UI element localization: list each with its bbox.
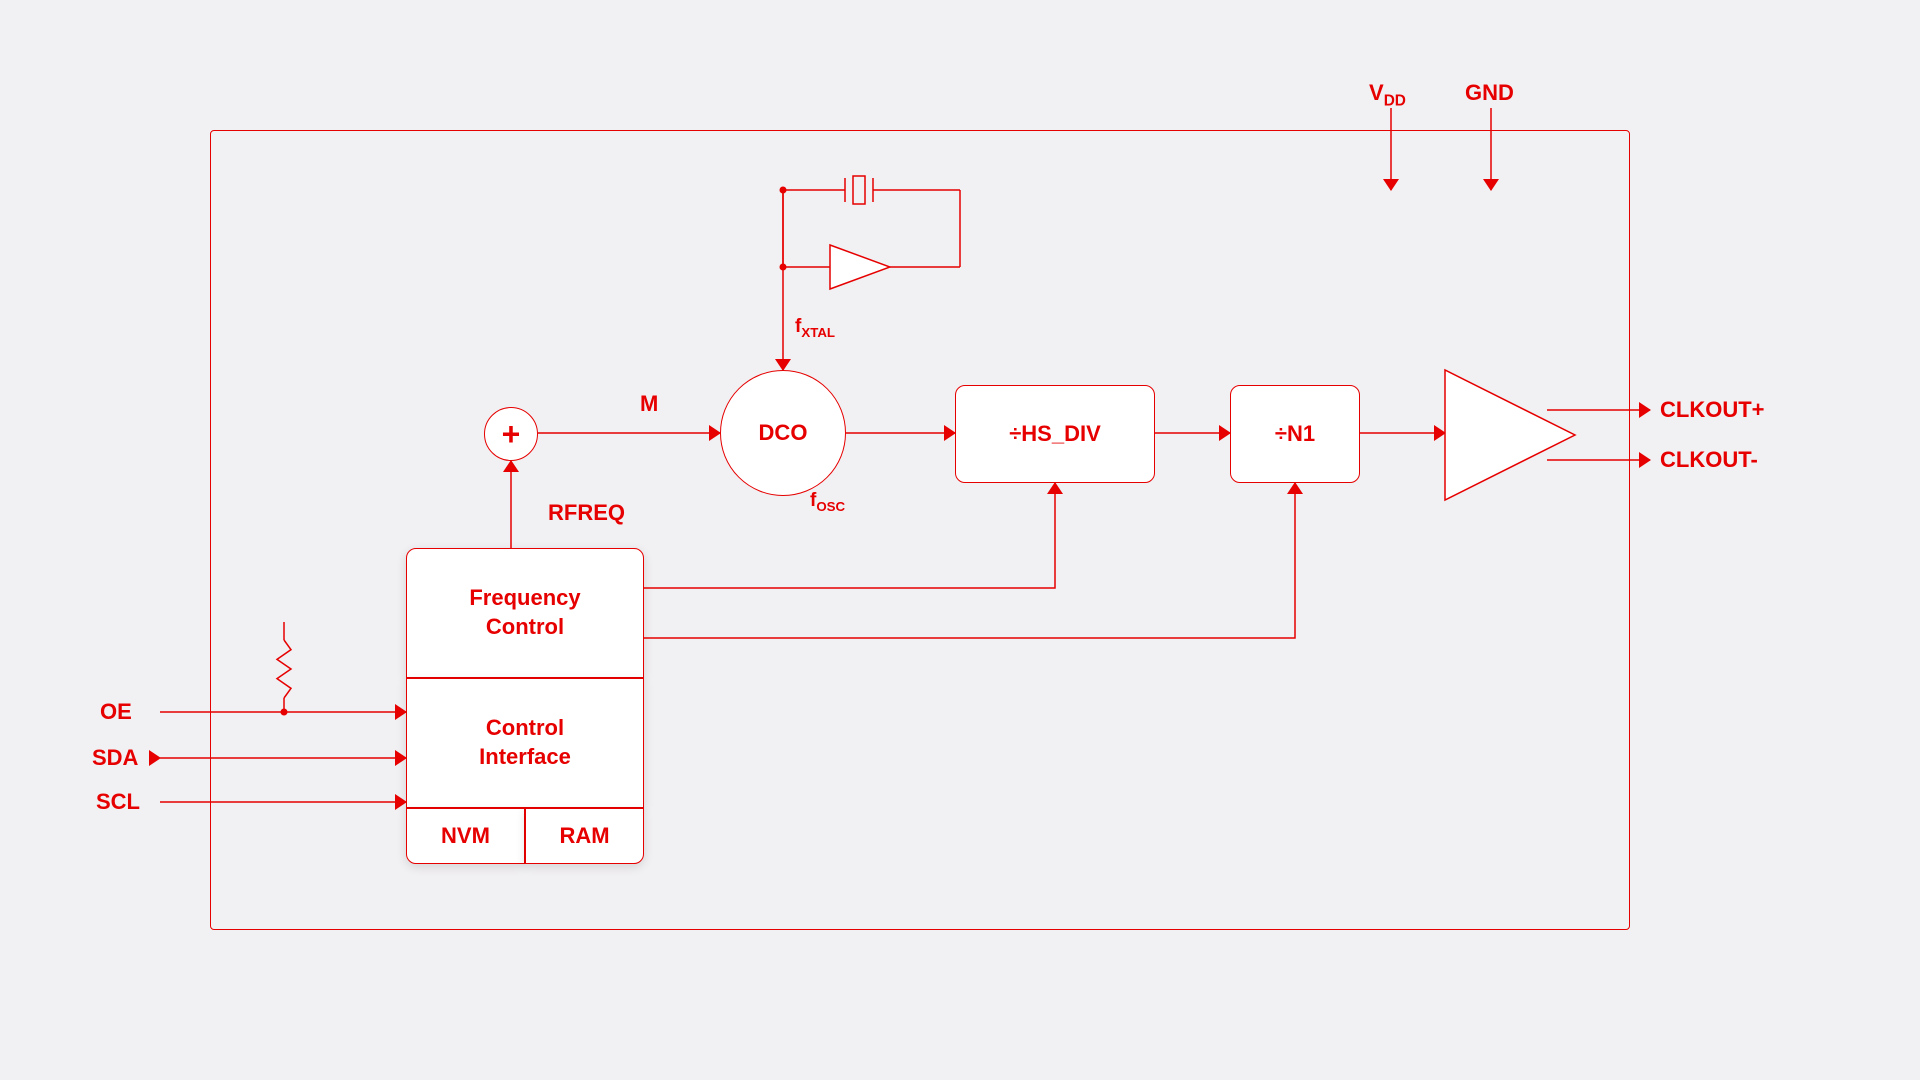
nvm-label: NVM bbox=[441, 823, 490, 849]
freq-l1: Frequency bbox=[469, 585, 580, 610]
pin-gnd-label: GND bbox=[1465, 80, 1514, 106]
pin-sda-label: SDA bbox=[92, 745, 138, 771]
frequency-control-block: Frequency Control bbox=[406, 548, 644, 678]
pin-oe-label: OE bbox=[100, 699, 132, 725]
control-interface-block: Control Interface bbox=[406, 678, 644, 808]
n1-block: ÷N1 bbox=[1230, 385, 1360, 483]
signal-fosc-label: fOSC bbox=[810, 490, 845, 514]
nvm-block: NVM bbox=[406, 808, 525, 864]
pin-vdd-label: VDD bbox=[1369, 80, 1406, 110]
pin-clkout-minus-label: CLKOUT- bbox=[1660, 447, 1758, 473]
ram-label: RAM bbox=[559, 823, 609, 849]
n1-label: ÷N1 bbox=[1275, 421, 1315, 447]
freq-l2: Control bbox=[486, 614, 564, 639]
hs-div-label: ÷HS_DIV bbox=[1009, 421, 1101, 447]
dco-label: DCO bbox=[759, 420, 808, 446]
pin-clkout-plus-label: CLKOUT+ bbox=[1660, 397, 1765, 423]
signal-fxtal-label: fXTAL bbox=[795, 316, 835, 340]
hs-div-block: ÷HS_DIV bbox=[955, 385, 1155, 483]
pin-scl-label: SCL bbox=[96, 789, 140, 815]
ctrl-l1: Control bbox=[486, 715, 564, 740]
plus-label: + bbox=[502, 416, 521, 453]
signal-m-label: M bbox=[640, 391, 658, 417]
ram-block: RAM bbox=[525, 808, 644, 864]
summer-node: + bbox=[484, 407, 538, 461]
signal-rfreq-label: RFREQ bbox=[548, 500, 625, 526]
ctrl-l2: Interface bbox=[479, 744, 571, 769]
dco-block: DCO bbox=[720, 370, 846, 496]
